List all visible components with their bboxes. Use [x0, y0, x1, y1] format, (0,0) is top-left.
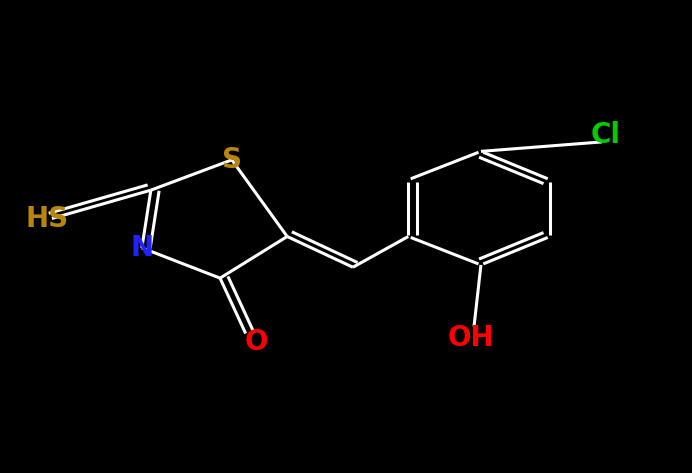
Text: OH: OH [447, 324, 494, 352]
Text: Cl: Cl [590, 121, 621, 149]
Text: HS: HS [26, 204, 69, 233]
Text: S: S [222, 146, 242, 174]
Text: O: O [244, 327, 268, 356]
Text: N: N [130, 234, 154, 262]
